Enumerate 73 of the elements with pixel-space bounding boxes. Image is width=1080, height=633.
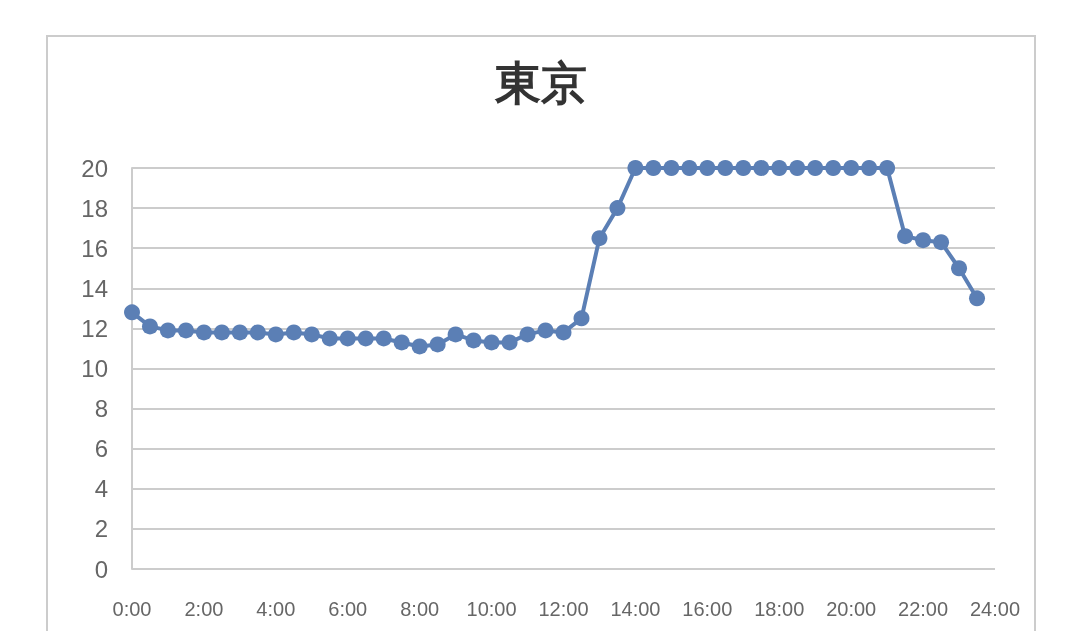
- y-tick-label: 18: [81, 194, 108, 222]
- point: [591, 230, 608, 247]
- y-tick-label: 16: [81, 234, 108, 262]
- point: [142, 318, 158, 335]
- point: [393, 334, 410, 351]
- point: [717, 160, 734, 176]
- point: [807, 160, 824, 176]
- point: [699, 160, 716, 176]
- point: [411, 338, 428, 355]
- point: [573, 310, 590, 327]
- point: [555, 324, 572, 341]
- point: [501, 334, 518, 351]
- point: [933, 234, 950, 251]
- x-tick-label: 20:00: [826, 598, 877, 620]
- point: [447, 326, 464, 343]
- point: [231, 324, 248, 341]
- point: [213, 324, 230, 341]
- y-tick-label: 20: [81, 154, 108, 182]
- x-tick-label: 8:00: [400, 598, 440, 620]
- point: [897, 228, 914, 245]
- y-tick-label: 8: [94, 395, 108, 423]
- x-tick-label: 18:00: [754, 598, 805, 620]
- y-tick-label: 0: [94, 555, 108, 583]
- point: [681, 160, 698, 176]
- point: [195, 324, 212, 341]
- x-tick-label: 16:00: [682, 598, 733, 620]
- x-tick-label: 2:00: [184, 598, 224, 620]
- point: [483, 334, 500, 351]
- point: [429, 336, 446, 353]
- point: [969, 290, 986, 307]
- point: [177, 322, 194, 339]
- y-tick-label: 12: [81, 314, 108, 342]
- point: [321, 330, 338, 347]
- point: [789, 160, 806, 176]
- x-tick-label: 12:00: [538, 598, 589, 620]
- y-tick-label: 2: [94, 515, 108, 543]
- point: [609, 200, 626, 217]
- point: [915, 232, 932, 249]
- point: [825, 160, 842, 176]
- point: [951, 260, 968, 277]
- y-tick-label: 6: [94, 435, 108, 463]
- x-tick-label: 4:00: [256, 598, 296, 620]
- point: [465, 332, 482, 349]
- point: [537, 322, 554, 339]
- chart-title: 東京: [494, 56, 587, 110]
- point: [663, 160, 680, 176]
- point: [771, 160, 788, 176]
- point: [124, 304, 140, 321]
- x-tick-label: 0:00: [112, 598, 152, 620]
- point: [627, 160, 644, 176]
- y-tick-label: 14: [81, 274, 108, 302]
- point: [357, 330, 374, 347]
- point: [735, 160, 752, 176]
- point: [519, 326, 536, 343]
- y-tick-label: 4: [94, 475, 108, 503]
- point: [159, 322, 176, 339]
- x-tick-label: 14:00: [610, 598, 661, 620]
- point: [339, 330, 356, 347]
- point: [879, 160, 896, 176]
- x-tick-label: 24:00: [969, 598, 1021, 620]
- point: [753, 160, 770, 176]
- point: [843, 160, 860, 176]
- point: [267, 326, 284, 343]
- point: [375, 330, 392, 347]
- x-tick-label: 6:00: [328, 598, 368, 620]
- point: [249, 324, 266, 341]
- x-tick-label: 22:00: [898, 598, 949, 620]
- y-tick-label: 10: [81, 355, 108, 382]
- point: [303, 326, 320, 343]
- point: [285, 324, 302, 341]
- point: [645, 160, 662, 176]
- point: [861, 160, 878, 176]
- x-tick-label: 10:00: [466, 598, 517, 620]
